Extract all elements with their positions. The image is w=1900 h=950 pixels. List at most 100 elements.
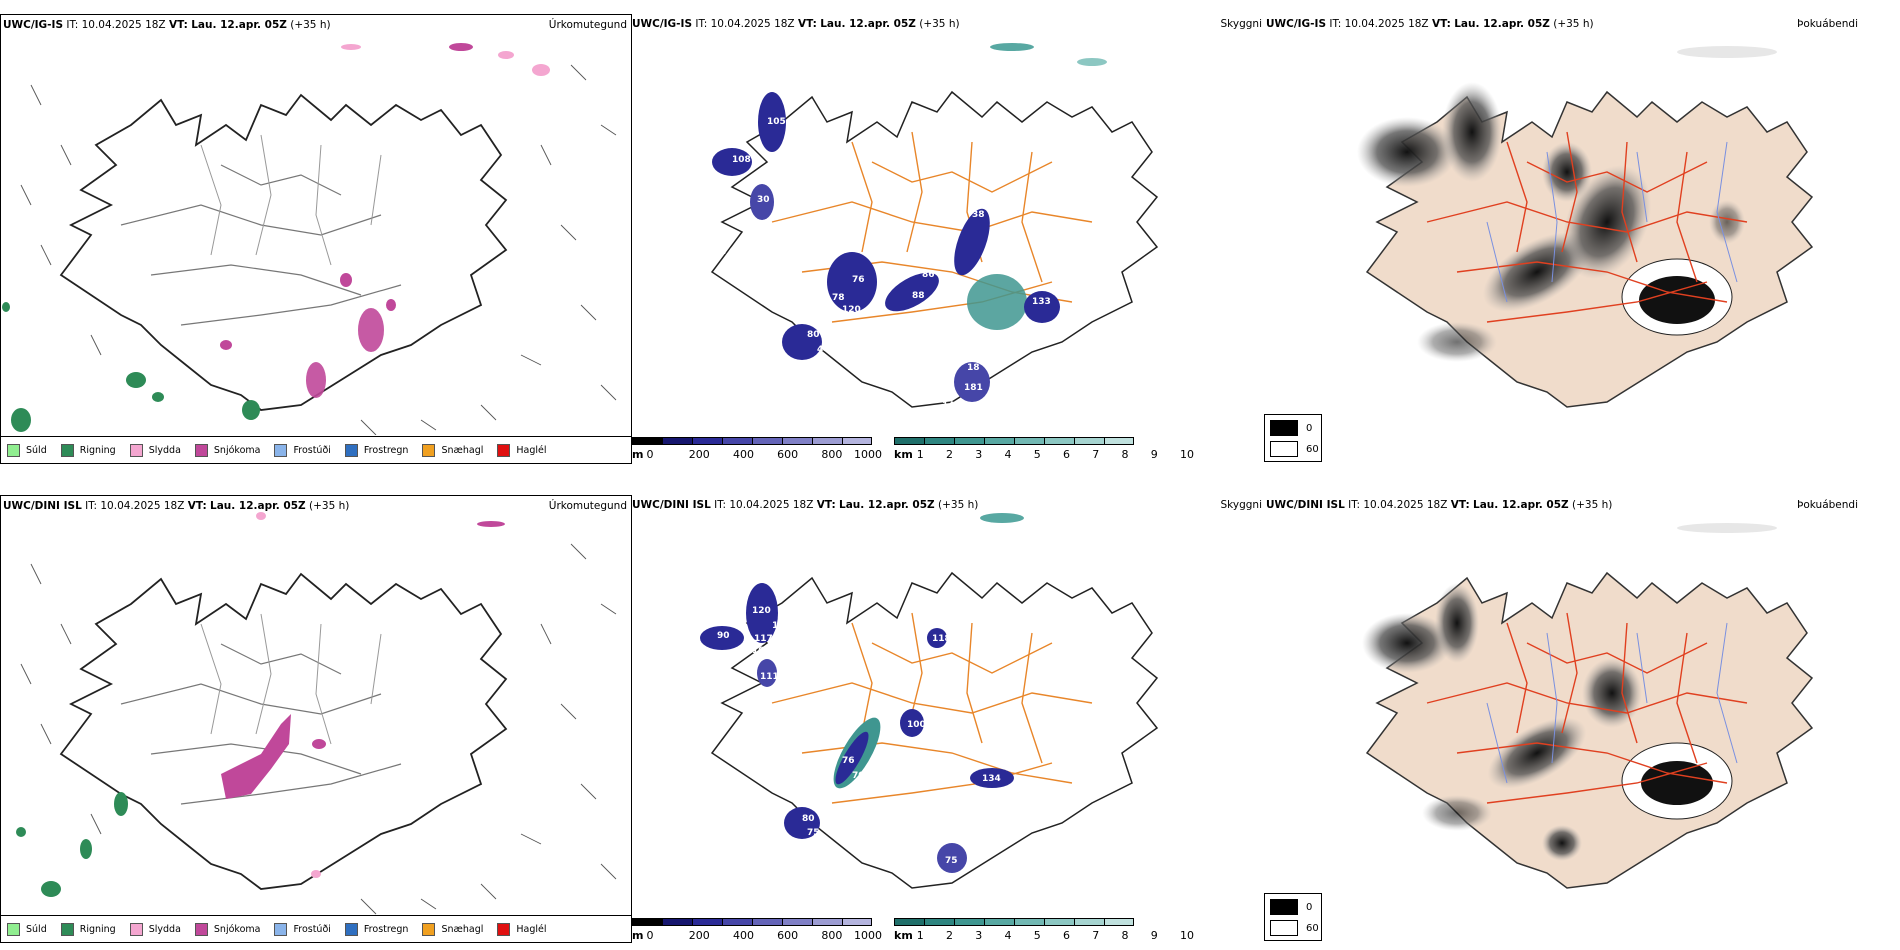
height-ticks: m 0 200 400 600 800 1000	[632, 929, 883, 942]
colorbar-cell	[1044, 918, 1074, 926]
colorbar-cell	[752, 437, 782, 445]
vis-label: 75	[807, 828, 820, 838]
vis-label: 133	[1032, 297, 1051, 307]
legend-item: Frostúði	[274, 922, 331, 936]
colorbar-cell	[662, 918, 692, 926]
colorbar-cell	[1074, 918, 1104, 926]
colorbar-cell	[894, 437, 924, 445]
colorbar-cell	[722, 918, 752, 926]
legend-swatch	[422, 922, 436, 936]
vis-label: 86	[922, 270, 935, 280]
vis-label: 80	[802, 814, 815, 824]
vis-label: 18	[967, 363, 980, 373]
panel-title: UWC/IG-IS IT: 10.04.2025 18Z VT: Lau. 12…	[1266, 18, 1594, 30]
panel-subtitle: Úrkomutegund	[548, 19, 627, 31]
height-colorbar	[632, 918, 872, 926]
legend-item: Snæhagl	[422, 443, 483, 457]
legend-item: Frostúði	[274, 443, 331, 457]
legend-item: Súld	[7, 443, 47, 457]
legend-swatch	[344, 443, 358, 457]
vis-label: 120	[752, 606, 771, 616]
vis-label: 105	[767, 117, 786, 127]
legend-item: Slydda	[129, 443, 181, 457]
visibility-map: 105 108 30 80 65 74 76 78 120 88 86 38 1…	[692, 43, 1158, 411]
fog-legend: 0 60	[1264, 414, 1322, 462]
legend-swatch	[129, 443, 143, 457]
vis-label: 120	[842, 305, 861, 315]
vis-label: 112	[772, 621, 791, 631]
panel-subtitle: Skyggni	[1220, 499, 1263, 511]
vis-label: 144	[942, 401, 961, 411]
km-ticks: km 1 2 3 4 5 6 7 8 9 10	[894, 929, 1195, 942]
legend-swatch	[1270, 920, 1298, 936]
colorbar-cell	[632, 918, 662, 926]
legend-swatch	[1270, 441, 1298, 457]
visibility-values: 105 108 30 80 65 74 76 78 120 88 86 38 1…	[692, 117, 1051, 411]
legend-swatch	[7, 443, 20, 457]
legend-item: Slydda	[129, 922, 181, 936]
panel-title: UWC/DINI ISL IT: 10.04.2025 18Z VT: Lau.…	[3, 500, 350, 512]
vis-label: 88	[912, 291, 925, 301]
colorbar-cell	[1074, 437, 1104, 445]
colorbar-cell	[692, 437, 722, 445]
vis-label: 76	[852, 275, 865, 285]
colorbar-cell	[662, 437, 692, 445]
vis-label: 74	[722, 247, 735, 257]
legend-swatch	[7, 922, 20, 936]
legend-item: Haglél	[497, 443, 547, 457]
legend-item: Snjókoma	[194, 443, 260, 457]
vis-label: 109	[752, 646, 771, 656]
colorbar-cell	[722, 437, 752, 445]
legend-item: Frostregn	[344, 443, 408, 457]
colorbar-cell	[782, 918, 812, 926]
precip-type-map	[2, 43, 617, 435]
vis-label: 108	[732, 155, 751, 165]
fog-panel-bottom: UWC/DINI ISL IT: 10.04.2025 18Z VT: Lau.…	[1262, 495, 1900, 945]
precip-type-map	[16, 512, 617, 916]
vis-label: 134	[982, 774, 1001, 784]
visibility-map: 120 90 109 112 117 111 59 30 118 76 70 8…	[690, 513, 1158, 889]
fog-legend: 0 60	[1264, 893, 1322, 941]
visibility-panel-top: UWC/IG-IS IT: 10.04.2025 18Z VT: Lau. 12…	[632, 14, 1262, 464]
vis-label: 117	[754, 634, 773, 644]
panel-title: UWC/IG-IS IT: 10.04.2025 18Z VT: Lau. 12…	[632, 18, 960, 30]
colorbar-cell	[894, 918, 924, 926]
legend-swatch	[1270, 420, 1298, 436]
km-ticks: km 1 2 3 4 5 6 7 8 9 10	[894, 448, 1195, 461]
colorbar-cell	[842, 437, 872, 445]
legend-swatch	[422, 443, 436, 457]
colorbar-cell	[1104, 437, 1134, 445]
vis-label: 80	[762, 235, 775, 245]
legend-item: Frostregn	[344, 922, 408, 936]
km-colorbar	[894, 918, 1134, 926]
fog-panel-top: UWC/IG-IS IT: 10.04.2025 18Z VT: Lau. 12…	[1262, 14, 1900, 464]
vis-label: 80	[807, 330, 820, 340]
vis-label: 111	[760, 672, 779, 682]
panel-subtitle: Þokuábendi	[1797, 18, 1858, 30]
legend-item: Snjókoma	[194, 922, 260, 936]
precip-legend: Súld Rigning Slydda Snjókoma Frostúði Fr…	[1, 915, 631, 942]
colorbar-cell	[954, 918, 984, 926]
precip-type-panel-top: UWC/IG-IS IT: 10.04.2025 18Z VT: Lau. 12…	[0, 14, 632, 464]
legend-swatch	[344, 922, 358, 936]
vis-label: 100	[907, 720, 926, 730]
legend-swatch	[497, 922, 511, 936]
legend-swatch	[60, 443, 74, 457]
panel-subtitle: Þokuábendi	[1797, 499, 1858, 511]
legend-swatch	[497, 443, 511, 457]
vis-label: 59	[690, 722, 703, 732]
fog-map	[1362, 523, 1813, 889]
panel-subtitle: Úrkomutegund	[548, 500, 627, 512]
colorbar-cell	[1044, 437, 1074, 445]
colorbar-cell	[692, 918, 722, 926]
vis-label: 65	[692, 253, 705, 263]
colorbar-cell	[752, 918, 782, 926]
colorbar-cell	[632, 437, 662, 445]
precip-legend: Súld Rigning Slydda Snjókoma Frostúði Fr…	[1, 436, 631, 463]
vis-label: 118	[932, 634, 951, 644]
vis-label: 78	[832, 293, 845, 303]
height-colorbar	[632, 437, 872, 445]
vis-label: 181	[964, 383, 983, 393]
colorbar-cell	[812, 437, 842, 445]
colorbar-cell	[812, 918, 842, 926]
